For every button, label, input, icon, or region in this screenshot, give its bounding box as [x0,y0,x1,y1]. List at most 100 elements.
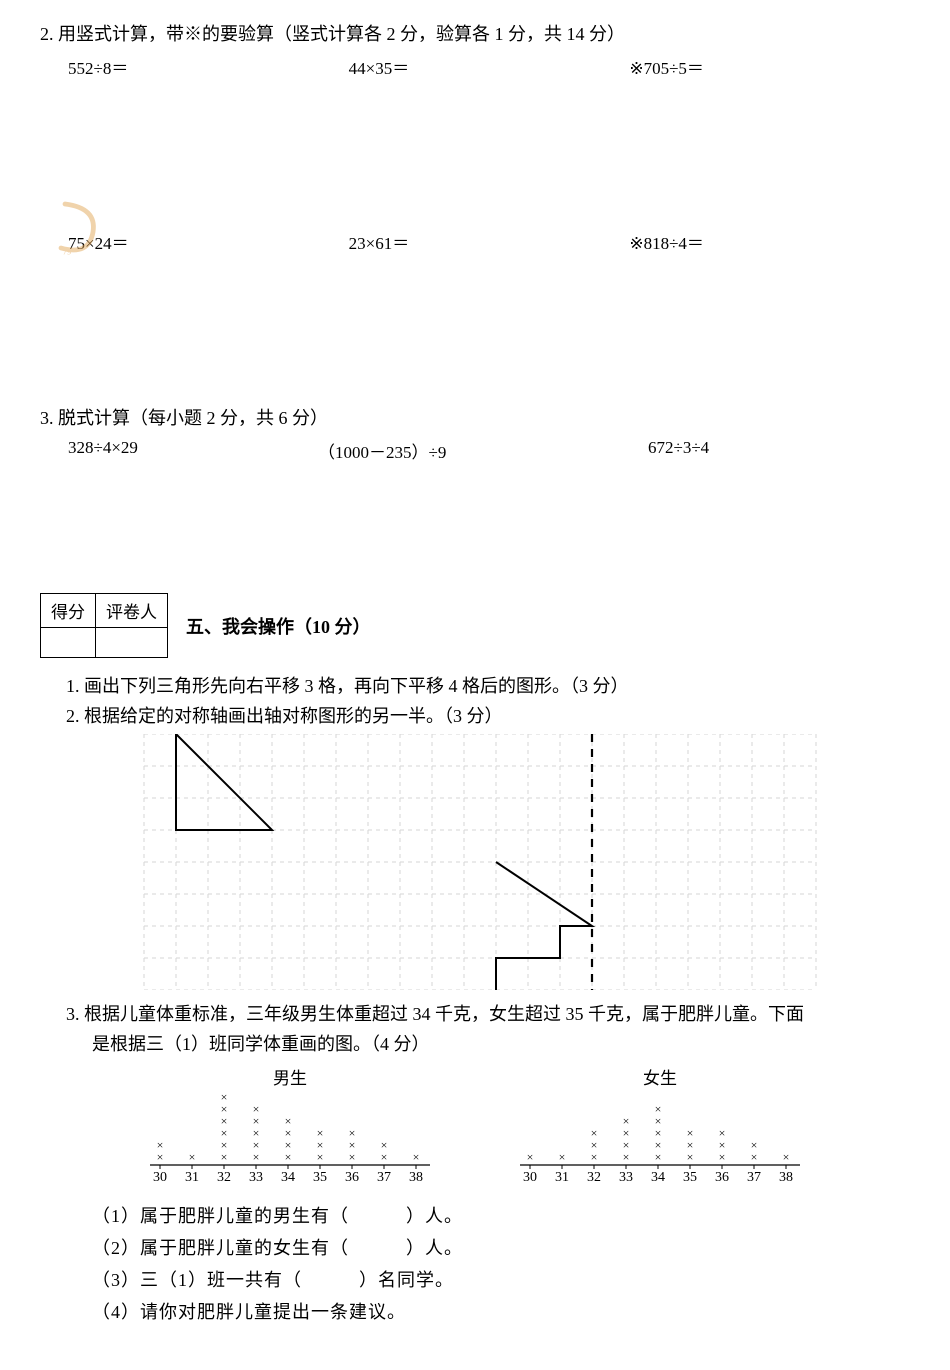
svg-text:×: × [381,1150,388,1164]
svg-text:30: 30 [153,1170,167,1183]
q2-title: 2. 用竖式计算，带※的要验算（竖式计算各 2 分，验算各 1 分，共 14 分… [40,20,910,46]
q2-row2: 75×24＝ 23×61＝ ※818÷4＝ [68,229,910,254]
dot-plots: 男生 30××31×32××××××33×××××34××××35×××36××… [40,1064,910,1188]
grid-svg [130,734,830,990]
s5-ans4: （4）请你对肥胖儿童提出一条建议。 [92,1298,910,1324]
svg-text:×: × [719,1138,726,1152]
svg-text:×: × [157,1150,164,1164]
svg-text:×: × [591,1126,598,1140]
svg-text:×: × [285,1138,292,1152]
s5-ans3: （3）三（1）班一共有（ ）名同学。 [92,1266,910,1292]
svg-text:×: × [687,1150,694,1164]
boys-plot: 男生 30××31×32××××××33×××××34××××35×××36××… [140,1064,440,1188]
svg-text:32: 32 [587,1170,601,1183]
svg-text:×: × [381,1138,388,1152]
svg-text:32: 32 [217,1170,231,1183]
svg-text:×: × [655,1102,662,1116]
q3-row: 328÷4×29 （1000－235）÷9 672÷3÷4 [68,438,910,463]
svg-text:×: × [623,1126,630,1140]
svg-text:×: × [655,1126,662,1140]
svg-text:×: × [221,1126,228,1140]
q3-a: 328÷4×29 [68,438,318,463]
svg-text:34: 34 [281,1170,295,1183]
svg-text:×: × [221,1150,228,1164]
svg-text:×: × [221,1093,228,1104]
boys-title: 男生 [140,1064,440,1089]
svg-text:×: × [253,1114,260,1128]
svg-text:×: × [157,1138,164,1152]
svg-text:×: × [253,1150,260,1164]
svg-text:×: × [285,1150,292,1164]
svg-text:31: 31 [185,1170,199,1183]
q3-title: 3. 脱式计算（每小题 2 分，共 6 分） [40,404,910,430]
svg-text:×: × [559,1150,566,1164]
svg-text:×: × [349,1138,356,1152]
question-2: 2. 用竖式计算，带※的要验算（竖式计算各 2 分，验算各 1 分，共 14 分… [40,20,910,254]
s5-title: 五、我会操作（10 分） [186,613,371,639]
svg-text:38: 38 [779,1170,793,1183]
boys-svg: 30××31×32××××××33×××××34××××35×××36×××37… [140,1093,440,1183]
svg-text:×: × [751,1138,758,1152]
svg-text:×: × [285,1114,292,1128]
q2-r1-a: 552÷8＝ [68,54,349,79]
svg-text:30: 30 [523,1170,537,1183]
svg-text:×: × [253,1102,260,1116]
s5-ans2: （2）属于肥胖儿童的女生有（ ）人。 [92,1234,910,1260]
svg-text:×: × [655,1114,662,1128]
svg-text:×: × [285,1126,292,1140]
svg-text:37: 37 [377,1170,391,1183]
svg-text:×: × [317,1150,324,1164]
q3-c: 672÷3÷4 [648,438,910,463]
svg-text:33: 33 [249,1170,263,1183]
svg-text:35: 35 [313,1170,327,1183]
svg-text:×: × [719,1150,726,1164]
svg-text:×: × [413,1150,420,1164]
svg-text:×: × [687,1126,694,1140]
svg-text:×: × [591,1150,598,1164]
svg-text:×: × [655,1138,662,1152]
svg-text:×: × [655,1150,662,1164]
section5-header: 得分 评卷人 五、我会操作（10 分） [40,593,910,658]
svg-text:×: × [349,1126,356,1140]
s5-q1: 1. 画出下列三角形先向右平移 3 格，再向下平移 4 格后的图形。（3 分） [66,672,910,698]
q2-r2-a: 75×24＝ [68,229,349,254]
svg-text:×: × [719,1126,726,1140]
svg-text:35: 35 [683,1170,697,1183]
svg-text:37: 37 [747,1170,761,1183]
score-table: 得分 评卷人 [40,593,168,658]
svg-text:×: × [623,1138,630,1152]
svg-text:×: × [591,1138,598,1152]
svg-text:×: × [623,1114,630,1128]
svg-text:36: 36 [345,1170,359,1183]
girls-svg: 30×31×32×××33××××34×××××35×××36×××37××38… [510,1093,810,1183]
svg-text:×: × [623,1150,630,1164]
svg-text:34: 34 [651,1170,665,1183]
s5-q2: 2. 根据给定的对称轴画出轴对称图形的另一半。（3 分） [66,702,910,728]
svg-text:×: × [687,1138,694,1152]
svg-text:×: × [527,1150,534,1164]
girls-plot: 女生 30×31×32×××33××××34×××××35×××36×××37×… [510,1064,810,1188]
svg-text:×: × [317,1138,324,1152]
svg-text:31: 31 [555,1170,569,1183]
svg-text:38: 38 [409,1170,423,1183]
svg-text:36: 36 [715,1170,729,1183]
svg-text:×: × [317,1126,324,1140]
question-3: 3. 脱式计算（每小题 2 分，共 6 分） 328÷4×29 （1000－23… [40,404,910,463]
svg-text:×: × [221,1102,228,1116]
svg-text:×: × [253,1138,260,1152]
svg-text:33: 33 [619,1170,633,1183]
score-blank2 [96,628,168,658]
girls-title: 女生 [510,1064,810,1089]
svg-text:×: × [221,1114,228,1128]
score-col2: 评卷人 [96,594,168,628]
svg-text:×: × [253,1126,260,1140]
grid-figure [130,734,830,990]
q2-r1-b: 44×35＝ [349,54,630,79]
s5-ans1: （1）属于肥胖儿童的男生有（ ）人。 [92,1202,910,1228]
s5-q3b: 是根据三（1）班同学体重画的图。（4 分） [92,1030,910,1056]
q3-b: （1000－235）÷9 [318,438,648,463]
svg-text:×: × [189,1150,196,1164]
svg-text:×: × [783,1150,790,1164]
svg-text:×: × [751,1150,758,1164]
score-blank1 [41,628,96,658]
